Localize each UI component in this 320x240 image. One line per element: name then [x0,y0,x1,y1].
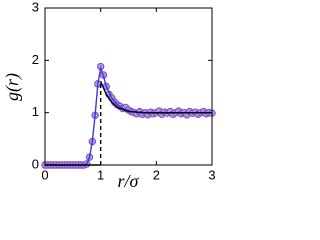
x-axis-label: r/σ [118,171,140,191]
y-tick-label: 3 [32,0,39,14]
chart: r/σ g(r) 0 1 2 3 0 1 2 3 [2,0,216,191]
y-axis-label: g(r) [2,73,23,101]
y-tick-label: 0 [32,156,39,171]
x-tick-label: 2 [153,167,160,182]
x-tick-label: 3 [208,167,215,182]
x-tick-label: 1 [97,167,104,182]
y-tick-label: 1 [32,104,39,119]
plot-frame [44,7,213,166]
x-tick-label: 0 [41,167,48,182]
line [45,80,212,166]
y-tick-label: 2 [32,52,39,67]
